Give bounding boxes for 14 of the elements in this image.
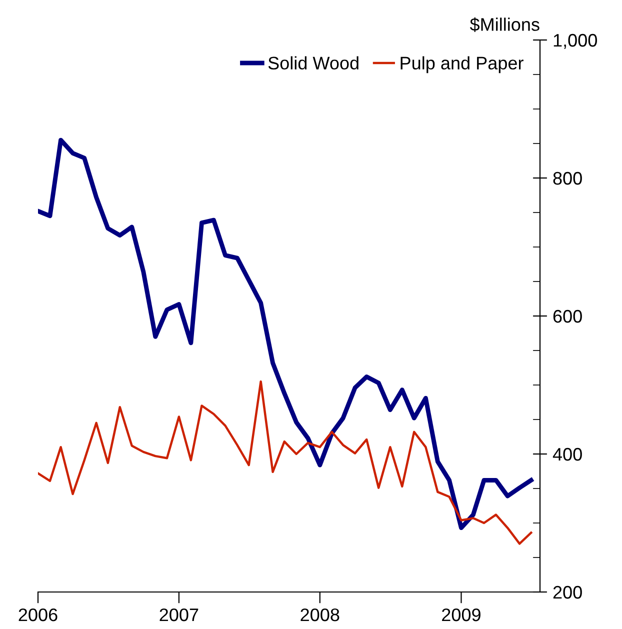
y-tick-label: 400 bbox=[552, 448, 582, 461]
y-tick-label: 600 bbox=[553, 310, 582, 323]
x-tick-label: 2007 bbox=[160, 608, 198, 622]
line-series bbox=[38, 380, 532, 545]
legend-label: Pulp and Paper bbox=[400, 56, 524, 74]
y-tick-label: 800 bbox=[553, 172, 582, 185]
y-tick-label: 1,000 bbox=[554, 34, 597, 49]
x-tick-label: 2009 bbox=[442, 608, 480, 622]
line-series bbox=[38, 138, 534, 530]
x-tick-label: 2006 bbox=[18, 608, 58, 622]
x-tick-label: 2008 bbox=[300, 608, 340, 622]
legend-label: Solid Wood bbox=[268, 56, 358, 70]
y-tick-label: 200 bbox=[553, 586, 582, 599]
y-axis-title: $Millions bbox=[470, 17, 540, 32]
